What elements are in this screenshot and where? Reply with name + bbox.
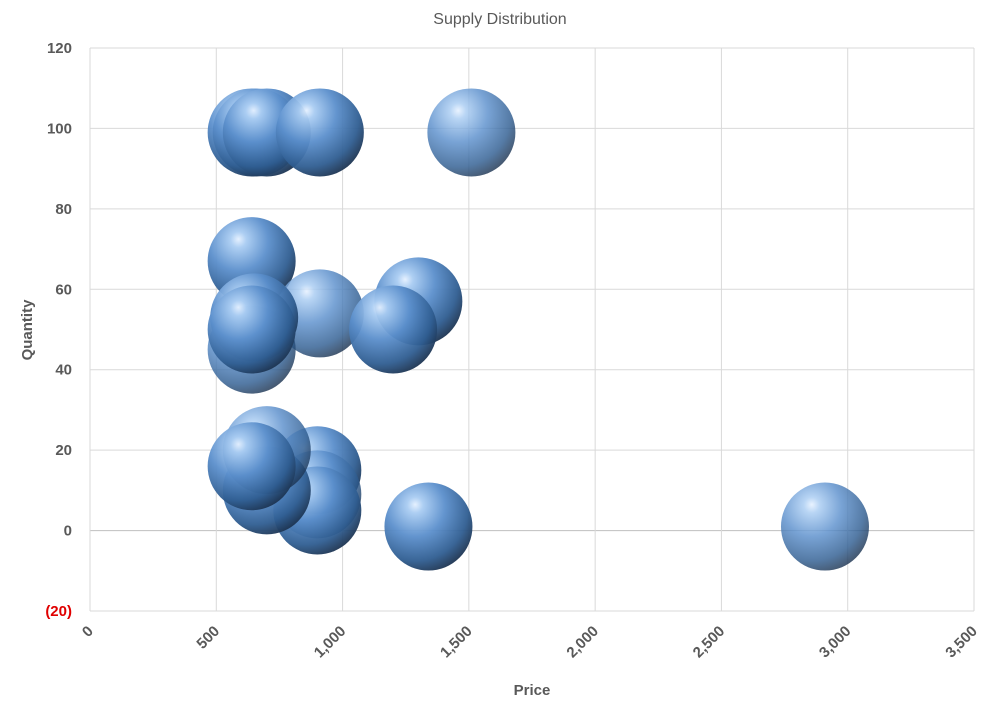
y-tick-label: 60 bbox=[55, 281, 72, 298]
y-tick-label: 100 bbox=[47, 120, 72, 137]
data-point bbox=[384, 482, 473, 571]
chart-title: Supply Distribution bbox=[433, 11, 566, 28]
x-tick-label: 3,500 bbox=[942, 623, 981, 662]
data-point bbox=[207, 285, 296, 374]
y-tick-label: 20 bbox=[55, 442, 72, 459]
x-axis-label: Price bbox=[514, 682, 551, 699]
x-tick-label: 500 bbox=[193, 623, 223, 653]
y-tick-label: 120 bbox=[47, 40, 72, 57]
x-tick-label: 1,000 bbox=[311, 623, 350, 662]
x-tick-label: 0 bbox=[79, 623, 97, 641]
y-tick-label: 40 bbox=[55, 362, 72, 379]
y-axis-label: Quantity bbox=[19, 299, 36, 360]
data-point bbox=[207, 422, 296, 511]
x-tick-label: 1,500 bbox=[437, 623, 476, 662]
x-tick-label: 2,500 bbox=[690, 623, 729, 662]
data-point bbox=[275, 88, 364, 177]
x-tick-label: 3,000 bbox=[816, 623, 855, 662]
y-tick-label: (20) bbox=[45, 603, 72, 620]
x-axis-ticks: 0 500 1,000 1,500 2,000 2,500 3,000 3,500 bbox=[79, 623, 981, 662]
data-point bbox=[427, 88, 516, 177]
y-tick-label: 0 bbox=[64, 523, 72, 540]
y-tick-label: 80 bbox=[55, 201, 72, 218]
data-point bbox=[275, 269, 364, 358]
x-tick-label: 2,000 bbox=[563, 623, 602, 662]
bubble-series bbox=[207, 88, 869, 571]
data-point bbox=[780, 482, 869, 571]
y-axis-ticks: 120 100 80 60 40 20 0 (20) bbox=[45, 40, 72, 620]
data-point bbox=[349, 285, 438, 374]
